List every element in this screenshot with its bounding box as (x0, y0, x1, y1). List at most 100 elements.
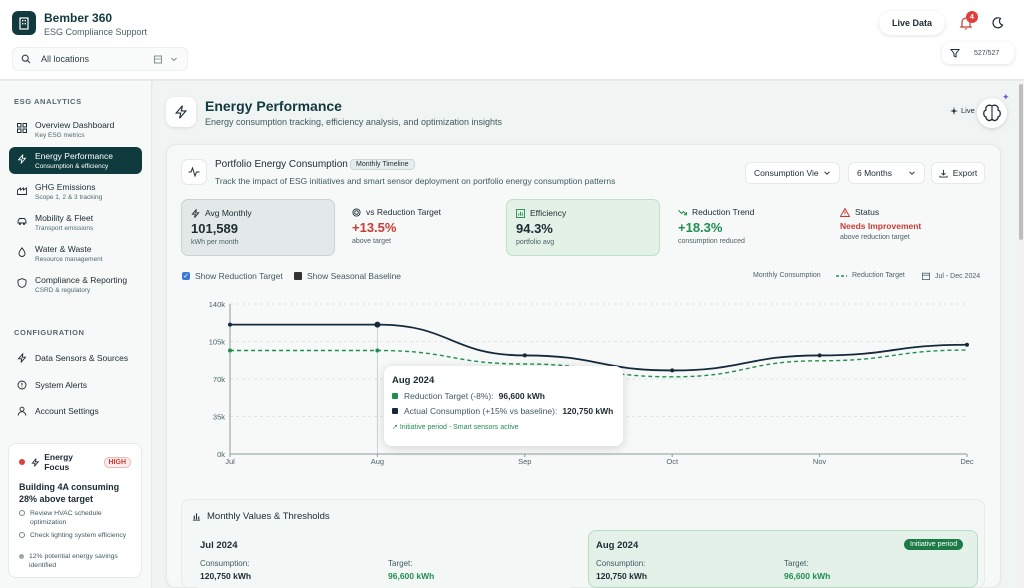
initiative-badge: Initiative period (904, 539, 964, 550)
activity-icon (181, 159, 207, 185)
y-tick-label: 35k (213, 413, 225, 422)
sidebar-item-sub: Scope 1, 2 & 3 tracking (35, 194, 103, 201)
section-configuration: CONFIGURATION (14, 328, 85, 337)
sidebar-item-compliance[interactable]: Compliance & Reporting CSRD & regulatory (9, 271, 142, 298)
toggle-seasonal-baseline[interactable]: Show Seasonal Baseline (294, 271, 401, 281)
target-value: 96,600 kWh (388, 571, 435, 581)
chart-tooltip: Aug 2024 Reduction Target (-8%): 96,600 … (384, 366, 623, 446)
target-label: Target: (784, 559, 809, 568)
consumption-value: 120,750 kWh (596, 571, 648, 581)
kpi-efficiency[interactable]: Efficiency 94.3% portfolio avg (506, 199, 660, 256)
focus-title: Energy Focus (44, 452, 74, 472)
legend-label: Reduction Target (852, 272, 905, 279)
sidebar-item-label: Water & Waste (35, 244, 92, 254)
x-tick-label: Sep (518, 457, 531, 466)
kpi-sub: above reduction target (840, 234, 910, 241)
kpi-reduction-target[interactable]: vs Reduction Target +13.5% above target (343, 199, 497, 256)
energy-focus-card[interactable]: Energy Focus HIGH Building 4A consuming … (8, 443, 142, 578)
chevron-down-icon (171, 57, 177, 62)
view-select[interactable]: Consumption Vie (745, 162, 840, 184)
timeline-chip: Monthly Timeline (350, 159, 415, 170)
kpi-reduction-trend[interactable]: Reduction Trend +18.3% consumption reduc… (669, 199, 823, 256)
tooltip-actual-row: Actual Consumption (+15% vs baseline): 1… (392, 406, 615, 416)
scrollbar-track[interactable] (1018, 81, 1024, 588)
tooltip-target-row: Reduction Target (-8%): 96,600 kWh (392, 391, 615, 401)
kpi-label: Avg Monthly (205, 208, 252, 218)
export-button[interactable]: Export (931, 162, 985, 184)
sparkle-icon: ✦ (1002, 92, 1010, 102)
y-tick-label: 140k (209, 300, 226, 309)
target-point (228, 348, 232, 353)
filter-button[interactable]: 527/527 (942, 42, 1014, 64)
user-icon (17, 406, 27, 416)
sidebar-item-label: Energy Performance (35, 151, 113, 161)
sidebar-item-account[interactable]: Account Settings (9, 402, 142, 420)
section-esg-analytics: ESG ANALYTICS (14, 97, 82, 106)
factory-icon (17, 187, 27, 195)
kpi-status[interactable]: Status Needs Improvement above reduction… (831, 199, 985, 256)
range-select-value: 6 Months (857, 168, 892, 178)
sidebar-item-sub: Key ESG metrics (35, 132, 85, 139)
range-select[interactable]: 6 Months (848, 162, 925, 184)
kpi-label: Efficiency (530, 208, 567, 218)
y-tick-label: 0k (217, 450, 225, 459)
toggle-reduction-target[interactable]: ✓ Show Reduction Target (182, 271, 283, 281)
consumption-point (374, 321, 381, 328)
view-select-value: Consumption Vie (754, 168, 819, 178)
search-icon (21, 54, 31, 64)
building-logo-icon[interactable] (12, 11, 36, 35)
consumption-line (230, 323, 968, 372)
panel-title: Portfolio Energy Consumption (215, 159, 348, 170)
sidebar-item-ghg[interactable]: GHG Emissions Scope 1, 2 & 3 tracking (9, 178, 142, 205)
sidebar-item-mobility[interactable]: Mobility & Fleet Transport emissions (9, 209, 142, 236)
focus-footer: 12% potential energy savings identified (19, 552, 131, 570)
kpi-label: Status (855, 207, 880, 217)
consumption-point (817, 353, 822, 358)
x-tick-label: Nov (813, 457, 827, 466)
sidebar-item-alerts[interactable]: System Alerts (9, 376, 142, 394)
app-title: Bember 360 (44, 11, 113, 25)
info-dot-icon (19, 554, 24, 559)
focus-action: Review HVAC schedule optimization (19, 509, 131, 527)
scrollbar-thumb[interactable] (1019, 84, 1023, 240)
calendar-icon (922, 272, 930, 280)
kpi-value: 101,589 (191, 221, 238, 236)
sidebar-item-sensors[interactable]: Data Sensors & Sources (9, 349, 142, 367)
sidebar-item-sub: Resource management (35, 256, 103, 263)
x-tick-label: Oct (666, 457, 679, 466)
export-label: Export (952, 168, 978, 178)
sparkle-icon (950, 106, 958, 115)
focus-headline: Building 4A consuming 28% above target (19, 482, 120, 504)
bolt-icon (17, 353, 27, 363)
sidebar-item-sub: Consumption & efficiency (35, 163, 109, 170)
tooltip-actual-value: 120,750 kWh (562, 406, 614, 416)
kpi-sub: portfolio avg (516, 239, 555, 246)
sidebar-item-energy[interactable]: Energy Performance Consumption & efficien… (9, 147, 142, 174)
monthly-values-header: Monthly Values & Thresholds (192, 511, 330, 522)
kpi-sub: above target (352, 238, 391, 245)
checkbox-unchecked-icon (294, 272, 302, 280)
moon-icon[interactable] (991, 16, 1005, 30)
location-select[interactable]: All locations (12, 47, 188, 71)
toggle-label: Show Reduction Target (195, 271, 283, 281)
kpi-avg-monthly[interactable]: Avg Monthly 101,589 kWh per month (181, 199, 335, 256)
bolt-icon (31, 457, 39, 467)
ai-assistant-button[interactable] (977, 98, 1007, 128)
live-data-button[interactable]: Live Data (879, 11, 945, 35)
sidebar-item-overview[interactable]: Overview Dashboard Key ESG metrics (9, 116, 142, 143)
kpi-value: Needs Improvement (840, 221, 922, 231)
focus-action-text: Check lighting system efficiency (30, 532, 127, 539)
brain-icon (983, 104, 1001, 122)
kpi-label: Reduction Trend (692, 207, 755, 217)
droplet-icon (18, 247, 26, 257)
sidebar-item-water[interactable]: Water & Waste Resource management (9, 240, 142, 267)
legend-label: Jul - Dec 2024 (935, 272, 981, 280)
target-point (375, 348, 380, 353)
alert-dot (19, 459, 25, 465)
grid-icon (17, 123, 27, 133)
tooltip-target-value: 96,600 kWh (498, 391, 545, 401)
month-card-jul[interactable] (192, 530, 576, 588)
consumption-point (522, 353, 527, 358)
alert-circle-icon (17, 380, 27, 390)
top-header: Bember 360 ESG Compliance Support All lo… (0, 0, 1024, 80)
